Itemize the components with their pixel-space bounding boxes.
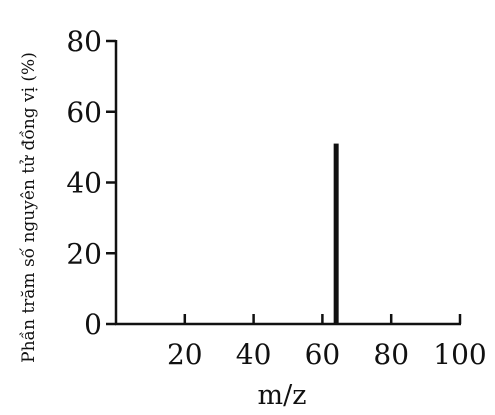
y-axis-label: Phần trăm số nguyên tử đồng vị (%) <box>19 52 39 363</box>
y-tick-label: 0 <box>84 308 102 341</box>
x-tick-label: 20 <box>167 338 203 371</box>
y-tick-label: 80 <box>66 25 102 58</box>
x-ticks: 20 40 60 80 100 <box>167 314 487 371</box>
y-tick-label: 20 <box>66 237 102 270</box>
bars <box>333 143 339 324</box>
x-tick-label: 100 <box>433 338 486 371</box>
y-tick-label: 40 <box>66 167 102 200</box>
y-ticks: 0 20 40 60 80 <box>66 25 116 341</box>
y-tick-label: 60 <box>66 96 102 129</box>
x-tick-label: 40 <box>236 338 272 371</box>
x-tick-label: 80 <box>373 338 409 371</box>
x-axis-label: m/z <box>258 380 307 411</box>
axes <box>114 40 461 326</box>
spectrum-bar <box>333 143 339 324</box>
x-tick-label: 60 <box>305 338 341 371</box>
